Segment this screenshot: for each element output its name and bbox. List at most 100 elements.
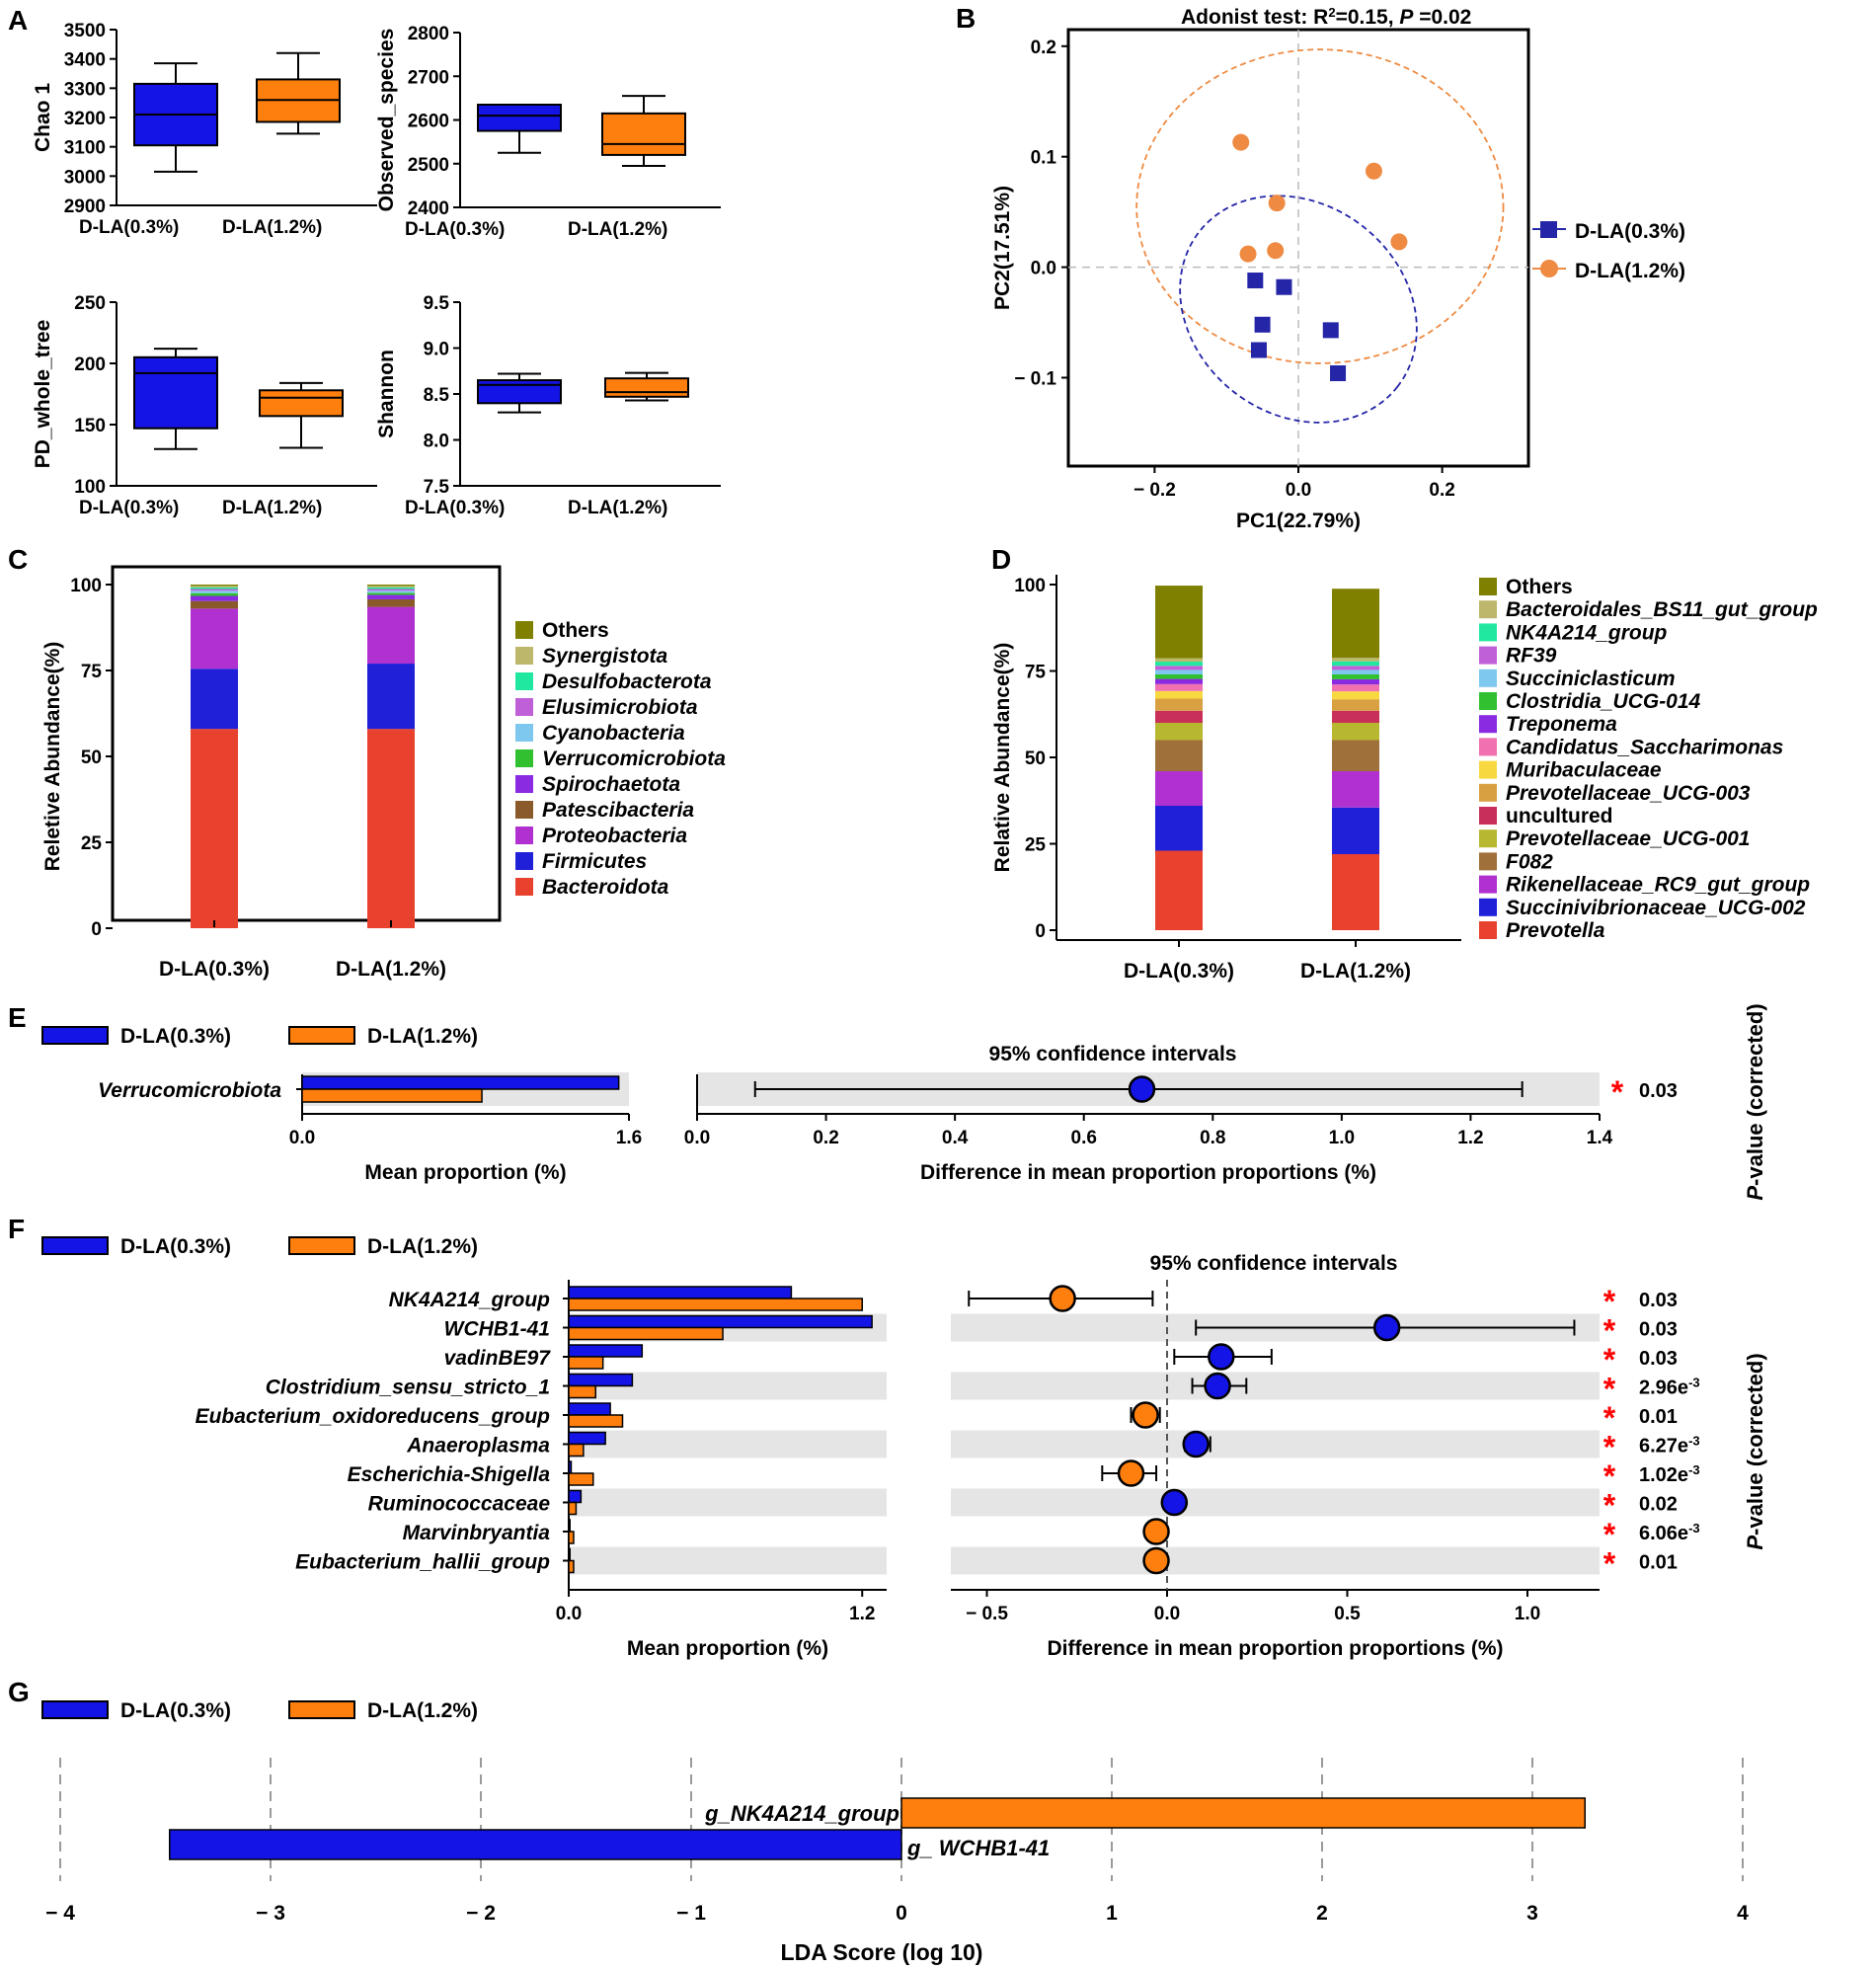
legend-label: Rikenellaceae_RC9_gut_group <box>1506 874 1810 897</box>
stacked-segment <box>1332 669 1379 674</box>
feature-label: Eubacterium_hallii_group <box>295 1551 550 1574</box>
x-tick-label: 1.6 <box>616 1128 642 1148</box>
stacked-segment <box>1332 710 1379 723</box>
p-value: 0.01 <box>1639 1552 1678 1574</box>
stacked-segment <box>1155 678 1203 684</box>
panel-label-g: G <box>8 1677 30 1707</box>
scatter-point-square <box>1330 365 1347 382</box>
legend-swatch <box>1479 852 1497 871</box>
feature-label: Ruminococcaceae <box>368 1493 551 1516</box>
panel-b: Adonist test: R2=0.15, P =0.02 − 0.2 0.0 0.… <box>991 5 1685 533</box>
stacked-segment <box>1155 850 1203 930</box>
stacked-segment <box>191 608 238 669</box>
legend-label: Muribaculaceae <box>1506 759 1662 782</box>
legend-swatch <box>515 878 533 896</box>
p-value: 0.03 <box>1639 1080 1678 1102</box>
legend-label: Cyanobacteria <box>542 722 685 745</box>
legend-swatch <box>1479 807 1497 825</box>
legend-swatch <box>1479 921 1497 939</box>
p-value: 0.03 <box>1639 1319 1678 1341</box>
y-tick-label: 2500 <box>408 155 449 176</box>
confidence-ellipse-orange <box>1135 48 1505 364</box>
y-tick-label: 25 <box>1025 835 1047 856</box>
stacked-segment <box>191 591 238 593</box>
p-value: 1.02e-3 <box>1639 1462 1700 1487</box>
x-tick-label: 1.2 <box>849 1604 875 1624</box>
x-tick-label: 0.0 <box>684 1128 710 1148</box>
legend-swatch <box>515 801 533 819</box>
p-value-base: 6.06e <box>1639 1523 1688 1544</box>
mean-bar-blue <box>568 1489 583 1504</box>
stacked-segment <box>367 587 415 590</box>
p-value-exponent: -3 <box>1688 1433 1700 1448</box>
x-category-label: D-LA(1.2%) <box>222 498 322 518</box>
x-tick-label: 0.0 <box>556 1604 582 1624</box>
feature-label: Verrucomicrobiota <box>98 1079 281 1102</box>
x-category-label: D-LA(0.3%) <box>79 217 179 238</box>
x-tick-label: 0.4 <box>942 1128 969 1148</box>
p-value: 6.06e-3 <box>1639 1521 1700 1545</box>
legend-swatch <box>1479 875 1497 894</box>
y-tick-label: 7.5 <box>424 477 450 498</box>
legend-label: Others <box>542 619 609 642</box>
significance-star: * <box>1611 1074 1624 1110</box>
stacked-segment <box>1155 662 1203 667</box>
mean-bar-blue <box>568 1402 611 1416</box>
legend-swatch <box>1479 692 1497 710</box>
legend-label: Elusimicrobiota <box>542 696 698 719</box>
legend-swatch-orange <box>288 1236 355 1255</box>
scatter-point-square <box>1276 278 1292 295</box>
stacked-segment <box>191 595 238 601</box>
stacked-segment <box>367 598 415 607</box>
legend-label: Synergistota <box>542 645 668 668</box>
stacked-segment <box>1155 674 1203 679</box>
legend-swatch-blue <box>41 1700 109 1719</box>
x-tick-label: 0.2 <box>813 1128 838 1148</box>
panel-labels: A B C D E F G <box>8 3 1011 1707</box>
stacked-segment <box>1332 589 1379 659</box>
stacked-segment <box>1155 666 1203 670</box>
stacked-segment <box>191 589 238 591</box>
mean-bar-orange <box>568 1443 585 1457</box>
title-part: =0.15, <box>1336 6 1400 29</box>
y-axis-label: Shannon <box>375 350 398 438</box>
y-tick-label: 200 <box>74 354 106 375</box>
legend-label: NK4A214_group <box>1506 621 1668 644</box>
legend-label: Treponema <box>1506 713 1617 736</box>
x-category-label: D-LA(0.3%) <box>405 498 505 518</box>
y-tick-label: 50 <box>1025 748 1046 769</box>
row-band <box>569 1488 887 1517</box>
y-tick-label: 2800 <box>408 24 449 44</box>
feature-label: NK4A214_group <box>389 1289 551 1311</box>
stacked-segment <box>191 729 238 928</box>
p-value-axis-label: P-value (corrected) <box>1743 1353 1767 1549</box>
stacked-segment <box>1155 710 1203 723</box>
y-axis-label: Reletive Abundance(%) <box>41 642 64 872</box>
legend-swatch <box>515 852 533 870</box>
stacked-segment <box>1155 669 1203 674</box>
mean-bar-orange <box>568 1356 604 1370</box>
legend-swatch <box>1479 646 1497 665</box>
difference-point <box>1372 1313 1401 1342</box>
stacked-segment <box>1155 690 1203 699</box>
legend-label: D-LA(0.3%) <box>1575 220 1685 243</box>
legend-swatch-orange <box>288 1026 355 1045</box>
plot-frame <box>111 565 502 922</box>
box-blue <box>133 355 218 430</box>
p-value-base: 0.01 <box>1639 1406 1678 1428</box>
y-tick-label: 9.0 <box>424 340 449 360</box>
legend-swatch <box>515 749 533 767</box>
p-value-base: 6.27e <box>1639 1436 1688 1457</box>
x-tick-label: 1.0 <box>1329 1128 1355 1148</box>
title-superscript: 2 <box>1328 5 1335 20</box>
p-value-axis-label-rest: -value (corrected) <box>1743 1003 1767 1186</box>
x-axis-label: PC1(22.79%) <box>1236 510 1361 532</box>
legend-swatch-blue <box>41 1236 109 1255</box>
stacked-segment <box>191 600 238 609</box>
y-tick-label: 75 <box>1025 663 1047 683</box>
row-band <box>569 1546 887 1575</box>
stacked-segment <box>1155 771 1203 806</box>
significance-star: * <box>1603 1400 1616 1436</box>
p-value-axis-label-italic: P <box>1743 1536 1767 1550</box>
p-value-base: 1.02e <box>1639 1464 1688 1486</box>
